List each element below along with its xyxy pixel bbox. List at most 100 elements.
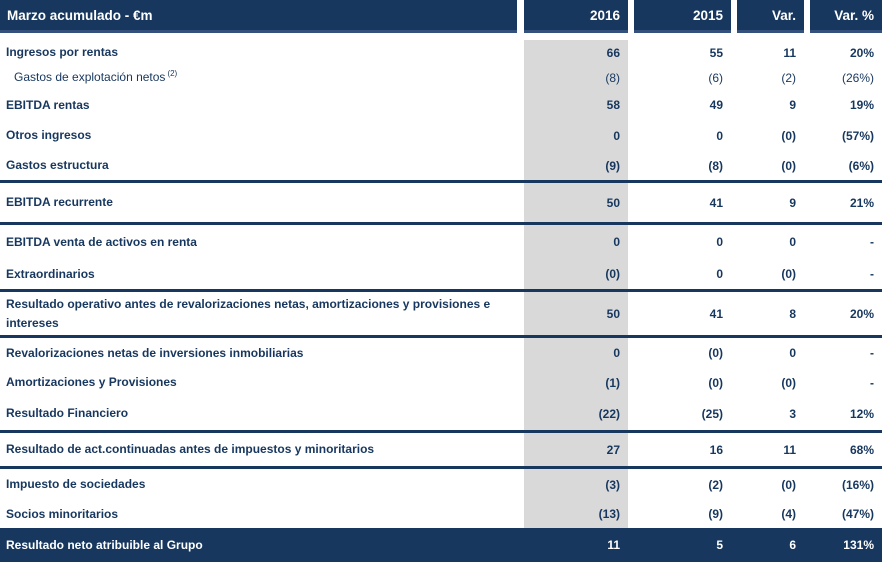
- total-value-2015: 5: [716, 538, 723, 552]
- row-label: Gastos estructura: [6, 158, 109, 172]
- value-var-pct: 20%: [849, 306, 874, 321]
- value-var-pct: -: [870, 235, 874, 249]
- row-label: EBITDA rentas: [6, 97, 90, 112]
- column-header-var-pct: Var. %: [810, 0, 882, 33]
- value-var-pct: 68%: [849, 442, 874, 457]
- table-row: EBITDA rentas 58 49 9 19%: [0, 90, 882, 120]
- row-label: Socios minoritarios: [6, 506, 119, 521]
- section-divider: [0, 466, 882, 469]
- value-2015: (0): [708, 375, 723, 390]
- value-var-pct: 21%: [849, 195, 874, 210]
- value-2016: 58: [524, 90, 628, 120]
- value-var-pct: (6%): [848, 158, 874, 173]
- row-label: Gastos de explotación netos (2): [14, 69, 178, 85]
- table-row: Amortizaciones y Provisiones (1) (0) (0) -: [0, 368, 882, 397]
- section-divider: [0, 222, 882, 225]
- value-2016: (3): [524, 469, 628, 500]
- value-2015: (2): [708, 477, 723, 492]
- row-label: Amortizaciones y Provisiones: [6, 375, 177, 389]
- row-label: Otros ingresos: [6, 128, 92, 142]
- column-gap: [517, 90, 524, 120]
- value-2015: 0: [716, 267, 723, 281]
- column-gap: [517, 368, 524, 397]
- row-label: Resultado operativo antes de revalorizac…: [6, 296, 491, 330]
- column-gap: [517, 40, 524, 65]
- row-label: Ingresos por rentas: [6, 45, 119, 59]
- value-2016: (22): [524, 397, 628, 430]
- column-gap: [517, 151, 524, 180]
- row-label: EBITDA venta de activos en renta: [6, 234, 197, 249]
- value-var: 0: [789, 346, 796, 360]
- table-row: EBITDA recurrente 50 41 9 21%: [0, 183, 882, 222]
- value-2016: (1): [524, 368, 628, 397]
- section-divider: [0, 335, 882, 338]
- value-var-pct: 19%: [849, 98, 874, 112]
- value-var-pct: 20%: [849, 45, 874, 60]
- value-var-pct: (47%): [841, 507, 874, 521]
- value-2015: 41: [709, 306, 723, 321]
- table-row: Gastos estructura (9) (8) (0) (6%): [0, 151, 882, 180]
- value-var: 3: [789, 406, 796, 421]
- value-var-pct: (57%): [841, 128, 874, 143]
- column-gap: [517, 259, 524, 289]
- value-var: 11: [783, 45, 796, 60]
- table-row: Impuesto de sociedades (3) (2) (0) (16%): [0, 469, 882, 500]
- table-row: Otros ingresos 0 0 (0) (57%): [0, 120, 882, 151]
- table-row: Resultado de act.continuadas antes de im…: [0, 433, 882, 466]
- value-var: (0): [781, 477, 796, 492]
- value-2015: (0): [708, 346, 723, 360]
- table-row: Extraordinarios (0) 0 (0) -: [0, 259, 882, 289]
- column-gap: [517, 225, 524, 259]
- row-label: Revalorizaciones netas de inversiones in…: [6, 345, 304, 360]
- value-var: (0): [781, 158, 796, 173]
- column-gap: [517, 528, 524, 562]
- column-gap: [517, 469, 524, 500]
- table-body: Ingresos por rentas 66 55 11 20% Gastos de ex…: [0, 40, 882, 528]
- value-2015: 55: [709, 45, 723, 60]
- value-var: (0): [781, 267, 796, 281]
- value-2015: 0: [716, 235, 723, 249]
- row-label: Resultado Financiero: [6, 406, 129, 420]
- column-gap: [517, 65, 524, 90]
- column-gap: [517, 433, 524, 466]
- value-var: (4): [781, 507, 796, 521]
- row-label: Extraordinarios: [6, 266, 95, 281]
- section-divider: [0, 180, 882, 183]
- section-divider: [0, 430, 882, 433]
- table-row: Socios minoritarios (13) (9) (4) (47%): [0, 500, 882, 528]
- column-gap: [517, 0, 524, 33]
- table-row: Resultado Financiero (22) (25) 3 12%: [0, 397, 882, 430]
- row-label: Impuesto de sociedades: [6, 477, 146, 491]
- value-var-pct: 12%: [849, 406, 874, 421]
- table-row: Gastos de explotación netos (2) (8) (6) (2) (…: [0, 65, 882, 90]
- value-2016: 0: [524, 338, 628, 368]
- total-value-var-pct: 131%: [843, 538, 874, 552]
- column-gap: [517, 120, 524, 151]
- value-2016: 27: [524, 433, 628, 466]
- section-divider: [0, 289, 882, 292]
- value-var: (0): [781, 128, 796, 143]
- column-gap: [517, 500, 524, 528]
- column-gap: [517, 397, 524, 430]
- value-2016: (13): [524, 500, 628, 528]
- value-2015: (6): [708, 70, 723, 85]
- value-var: 0: [789, 235, 796, 249]
- value-2016: (9): [524, 151, 628, 180]
- value-var-pct: -: [870, 267, 874, 281]
- value-var-pct: -: [870, 375, 874, 390]
- value-2015: 0: [716, 128, 723, 143]
- value-2016: 50: [524, 292, 628, 335]
- value-2016: 50: [524, 183, 628, 222]
- table-row: EBITDA venta de activos en renta 0 0 0 -: [0, 225, 882, 259]
- value-2016: 0: [524, 225, 628, 259]
- value-2016: 0: [524, 120, 628, 151]
- value-var: 9: [789, 98, 796, 112]
- value-2015: (25): [701, 406, 723, 421]
- value-2016: (0): [524, 259, 628, 289]
- total-value-var: 6: [789, 538, 796, 552]
- value-2016: 66: [524, 40, 628, 65]
- total-value-2016: 11: [607, 538, 620, 552]
- column-header-var: Var.: [737, 0, 804, 33]
- column-gap: [517, 183, 524, 222]
- financial-results-table: Marzo acumulado - €m 2016 2015 Var. Var.…: [0, 0, 882, 562]
